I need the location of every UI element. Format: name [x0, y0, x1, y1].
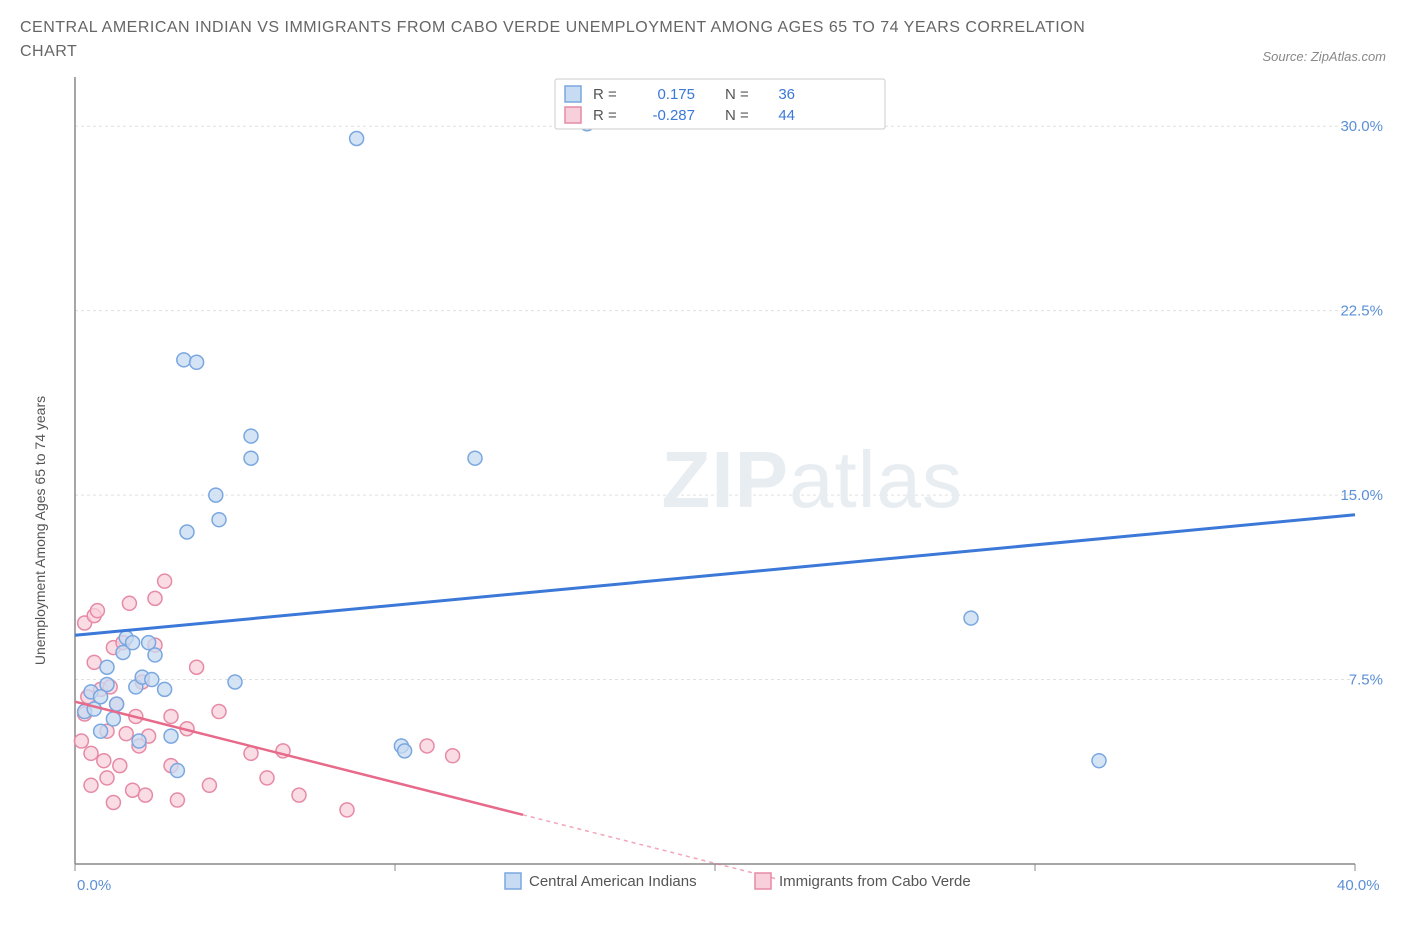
legend-label-blue: Central American Indians: [529, 873, 697, 890]
point-blue: [145, 673, 159, 687]
point-blue: [244, 451, 258, 465]
point-pink: [113, 759, 127, 773]
point-blue: [148, 648, 162, 662]
point-blue: [110, 697, 124, 711]
stats-n-label: N =: [725, 107, 749, 124]
y-axis-label: Unemployment Among Ages 65 to 74 years: [32, 396, 48, 665]
point-blue: [94, 724, 108, 738]
point-pink: [100, 771, 114, 785]
point-blue: [126, 636, 140, 650]
source-label: Source: ZipAtlas.com: [1262, 49, 1386, 64]
point-blue: [228, 675, 242, 689]
x-tick-label: 0.0%: [77, 877, 111, 894]
point-blue: [398, 744, 412, 758]
trend-line-pink-dash: [523, 815, 779, 880]
point-pink: [126, 783, 140, 797]
point-blue: [132, 734, 146, 748]
point-pink: [84, 746, 98, 760]
point-blue: [106, 712, 120, 726]
point-pink: [292, 788, 306, 802]
point-blue: [350, 131, 364, 145]
y-tick-label: 30.0%: [1340, 118, 1383, 135]
point-blue: [100, 660, 114, 674]
point-pink: [164, 709, 178, 723]
point-pink: [260, 771, 274, 785]
chart-container: ZIPatlas 0.0%40.0%7.5%15.0%22.5%30.0%Une…: [20, 72, 1386, 922]
stats-r-blue: 0.175: [657, 86, 695, 103]
point-pink: [74, 734, 88, 748]
point-blue: [244, 429, 258, 443]
point-pink: [106, 796, 120, 810]
point-pink: [190, 660, 204, 674]
point-pink: [446, 749, 460, 763]
stats-swatch-blue: [565, 86, 581, 102]
point-blue: [190, 355, 204, 369]
point-pink: [119, 727, 133, 741]
legend-swatch-pink: [755, 873, 771, 889]
point-pink: [87, 655, 101, 669]
point-blue: [177, 353, 191, 367]
point-pink: [84, 778, 98, 792]
scatter-chart: 0.0% 40.0% 7.5% 15.0% 22.5% 30.0% Unemployment…: [20, 72, 1386, 912]
point-pink: [170, 793, 184, 807]
stats-n-label: N =: [725, 86, 749, 103]
y-tick-label: 7.5%: [1349, 672, 1383, 689]
point-blue: [964, 611, 978, 625]
x-tick-label: 40.0%: [1337, 877, 1380, 894]
point-blue: [212, 513, 226, 527]
y-tick-label: 15.0%: [1340, 487, 1383, 504]
stats-r-pink: -0.287: [652, 107, 695, 124]
point-pink: [97, 754, 111, 768]
point-pink: [148, 591, 162, 605]
point-blue: [180, 525, 194, 539]
y-tick-label: 22.5%: [1340, 303, 1383, 320]
legend-swatch-blue: [505, 873, 521, 889]
point-pink: [340, 803, 354, 817]
point-blue: [170, 764, 184, 778]
point-blue: [100, 677, 114, 691]
point-blue: [468, 451, 482, 465]
stats-r-label: R =: [593, 86, 617, 103]
point-pink: [420, 739, 434, 753]
legend-label-pink: Immigrants from Cabo Verde: [779, 873, 971, 890]
stats-swatch-pink: [565, 107, 581, 123]
point-blue: [158, 682, 172, 696]
point-pink: [138, 788, 152, 802]
point-pink: [212, 705, 226, 719]
point-blue: [164, 729, 178, 743]
point-pink: [90, 604, 104, 618]
point-pink: [202, 778, 216, 792]
chart-title: CENTRAL AMERICAN INDIAN VS IMMIGRANTS FR…: [20, 16, 1120, 64]
point-blue: [1092, 754, 1106, 768]
point-pink: [158, 574, 172, 588]
trend-line-blue: [75, 515, 1355, 636]
stats-r-label: R =: [593, 107, 617, 124]
stats-n-pink: 44: [778, 107, 795, 124]
point-pink: [122, 596, 136, 610]
stats-n-blue: 36: [778, 86, 795, 103]
point-blue: [209, 488, 223, 502]
